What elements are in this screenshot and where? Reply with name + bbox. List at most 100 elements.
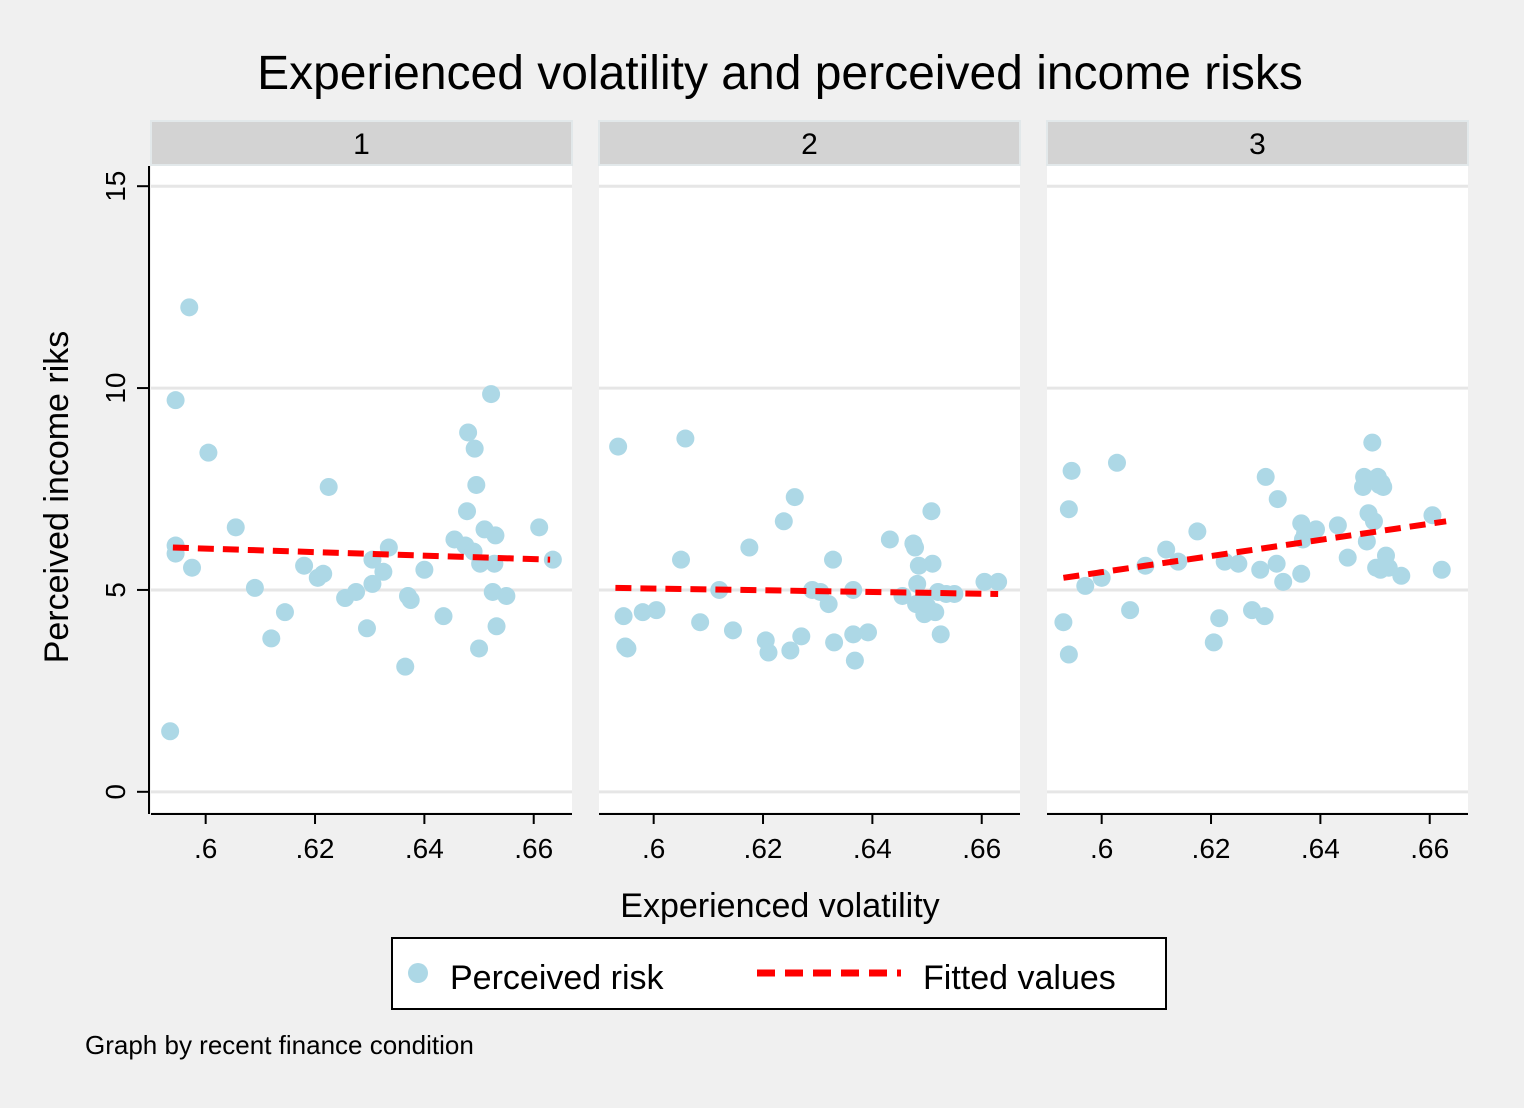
data-point xyxy=(275,603,294,622)
data-point xyxy=(1363,433,1382,452)
data-point xyxy=(314,564,333,583)
panel-header-3 xyxy=(1046,120,1469,166)
data-point xyxy=(245,578,264,597)
x-tick-label: .64 xyxy=(405,833,444,864)
data-point xyxy=(530,518,549,537)
data-point xyxy=(357,619,376,638)
data-point xyxy=(1157,540,1176,559)
data-point xyxy=(1107,453,1126,472)
data-point xyxy=(931,625,950,644)
x-tick-label: .64 xyxy=(853,833,892,864)
data-point xyxy=(295,556,314,575)
y-tick-label: 0 xyxy=(100,784,131,800)
y-tick-label: 5 xyxy=(100,582,131,598)
data-point xyxy=(759,643,778,662)
y-tick-label: 10 xyxy=(100,372,131,403)
y-axis-label: Perceived income riks xyxy=(38,331,76,664)
data-point xyxy=(1374,477,1393,496)
panel-header-2 xyxy=(598,120,1021,166)
data-point xyxy=(922,502,941,521)
data-point xyxy=(347,582,366,601)
plot-area-1 xyxy=(151,166,572,812)
data-point xyxy=(1355,467,1374,486)
panel-header-label: 1 xyxy=(353,128,370,161)
data-point xyxy=(487,617,506,636)
data-point xyxy=(415,560,434,579)
data-point xyxy=(199,443,218,462)
data-point xyxy=(543,550,562,569)
data-point xyxy=(880,530,899,549)
data-point xyxy=(1076,576,1095,595)
data-point xyxy=(844,625,863,644)
data-point xyxy=(467,475,486,494)
data-point xyxy=(1059,645,1078,664)
data-point xyxy=(672,550,691,569)
data-point xyxy=(465,439,484,458)
data-point xyxy=(1059,500,1078,519)
data-point xyxy=(482,385,501,404)
data-point xyxy=(1054,613,1073,632)
data-point xyxy=(1229,554,1248,573)
data-point xyxy=(792,627,811,646)
data-point xyxy=(825,633,844,652)
x-tick-label: .6 xyxy=(1090,833,1113,864)
panel-header-label: 3 xyxy=(1249,128,1266,161)
panel-header-label: 2 xyxy=(801,128,818,161)
data-point xyxy=(374,562,393,581)
data-point xyxy=(1256,467,1275,486)
data-point xyxy=(180,298,199,317)
data-point xyxy=(458,502,477,521)
data-point xyxy=(396,657,415,676)
chart-title: Experienced volatility and perceived inc… xyxy=(257,47,1303,100)
plot-area-2 xyxy=(599,166,1020,812)
x-tick-label: .6 xyxy=(642,833,665,864)
data-point xyxy=(434,607,453,626)
data-point xyxy=(774,512,793,531)
data-point xyxy=(614,607,633,626)
data-point xyxy=(975,572,994,591)
data-point xyxy=(926,603,945,622)
data-point xyxy=(723,621,742,640)
x-axis-label: Experienced volatility xyxy=(620,887,939,925)
data-point xyxy=(1121,601,1140,620)
data-point xyxy=(497,586,516,605)
legend: Perceived risk Fitted values xyxy=(391,937,1167,1010)
data-point xyxy=(166,391,185,410)
x-tick-label: .62 xyxy=(1192,833,1231,864)
x-tick-label: .66 xyxy=(962,833,1001,864)
x-tick-label: .66 xyxy=(514,833,553,864)
data-point xyxy=(1204,633,1223,652)
data-point xyxy=(859,623,878,642)
data-point xyxy=(483,582,502,601)
panel-header-1 xyxy=(150,120,573,166)
data-point xyxy=(609,437,628,456)
data-point xyxy=(486,526,505,545)
data-point xyxy=(781,641,800,660)
panel-2: 2 .6 .62 .64 .66 xyxy=(598,120,1021,864)
data-point xyxy=(226,518,245,537)
data-point xyxy=(1357,532,1376,551)
panels: 1 .6 .62 .64 .66 2 .6 .62 .64 .66 3 .6 .62 .64 .66 xyxy=(150,120,1469,864)
data-point xyxy=(319,477,338,496)
data-point xyxy=(262,629,281,648)
data-point xyxy=(401,591,420,610)
data-point xyxy=(923,554,942,573)
data-point xyxy=(1210,609,1229,628)
data-point xyxy=(1307,520,1326,539)
data-point xyxy=(618,639,637,658)
data-point xyxy=(1267,554,1286,573)
data-point xyxy=(824,550,843,569)
data-point xyxy=(906,538,925,557)
data-point xyxy=(676,429,695,448)
x-tick-label: .6 xyxy=(194,833,217,864)
fitted-line-3 xyxy=(1062,518,1447,581)
legend-marker-perceived-risk xyxy=(408,963,428,983)
x-tick-label: .62 xyxy=(744,833,783,864)
panel-1: 1 .6 .62 .64 .66 xyxy=(150,120,573,864)
y-axis: 0 5 10 15 xyxy=(100,166,150,814)
data-point xyxy=(785,488,804,507)
data-point xyxy=(1392,566,1411,585)
data-point xyxy=(1251,560,1270,579)
data-point xyxy=(691,613,710,632)
